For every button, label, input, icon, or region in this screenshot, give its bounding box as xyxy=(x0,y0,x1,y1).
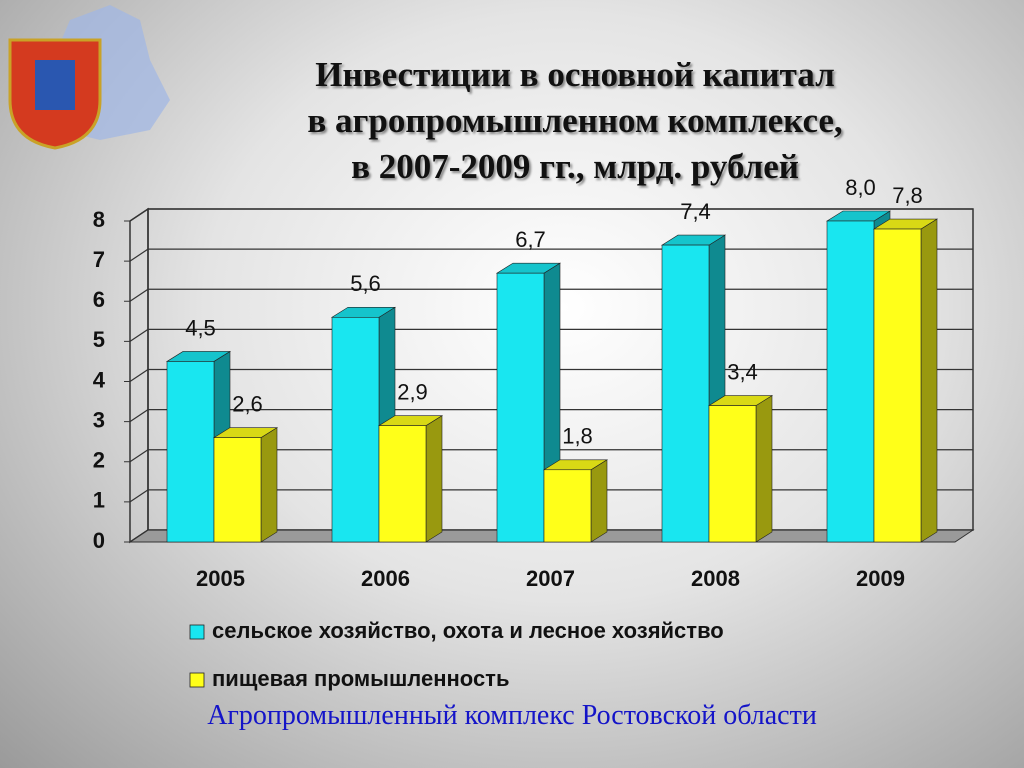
bar-front xyxy=(213,437,262,543)
legend-label: сельское хозяйство, охота и лесное хозяй… xyxy=(212,618,724,643)
value-label: 3,4 xyxy=(727,359,758,384)
bar-front xyxy=(166,361,215,543)
bar xyxy=(872,218,939,543)
value-label: 4,5 xyxy=(185,315,216,340)
bar-front xyxy=(378,425,427,543)
value-label: 2,6 xyxy=(232,391,263,416)
grid-line xyxy=(129,208,973,222)
y-tick-label: 2 xyxy=(93,448,105,473)
bar xyxy=(377,415,444,543)
bar-front xyxy=(331,316,380,543)
bar-front xyxy=(826,220,875,543)
y-tick-label: 8 xyxy=(93,207,105,232)
x-tick-label: 2007 xyxy=(526,566,575,591)
bar-side xyxy=(920,218,938,543)
bar-side xyxy=(260,427,278,543)
bar-front xyxy=(496,272,545,543)
bar-side xyxy=(425,415,443,543)
bar-front xyxy=(543,469,592,543)
bar xyxy=(542,459,609,543)
bar-front xyxy=(708,405,757,543)
x-tick-label: 2006 xyxy=(361,566,410,591)
value-label: 5,6 xyxy=(350,271,381,296)
shield xyxy=(35,60,75,110)
footer: Агропромышленный комплекс Ростовской обл… xyxy=(207,700,817,731)
bar-side xyxy=(755,395,773,543)
x-tick-label: 2008 xyxy=(691,566,740,591)
y-tick-label: 0 xyxy=(93,528,105,553)
value-label: 6,7 xyxy=(515,227,546,252)
value-label: 7,4 xyxy=(680,199,711,224)
bar-front xyxy=(661,244,710,543)
y-tick-label: 3 xyxy=(93,407,105,432)
bar xyxy=(212,427,279,543)
y-tick-label: 5 xyxy=(93,327,105,352)
value-label: 8,0 xyxy=(845,175,876,200)
legend-swatch xyxy=(189,624,205,640)
legend-label: пищевая промышленность xyxy=(212,666,509,691)
y-tick-label: 6 xyxy=(93,287,105,312)
value-label: 2,9 xyxy=(397,379,428,404)
chart-title: Инвестиции в основной капитал в агропром… xyxy=(307,55,843,186)
x-tick-label: 2005 xyxy=(196,566,245,591)
value-label: 1,8 xyxy=(562,424,593,449)
legend-swatch xyxy=(189,672,205,688)
y-tick-label: 1 xyxy=(93,488,105,513)
emblem xyxy=(8,5,170,150)
y-tick-label: 4 xyxy=(93,367,106,392)
bar-side xyxy=(590,459,608,543)
x-tick-label: 2009 xyxy=(856,566,905,591)
y-tick-label: 7 xyxy=(93,247,105,272)
bar-front xyxy=(873,228,922,543)
bar xyxy=(707,395,774,543)
value-label: 7,8 xyxy=(892,183,923,208)
